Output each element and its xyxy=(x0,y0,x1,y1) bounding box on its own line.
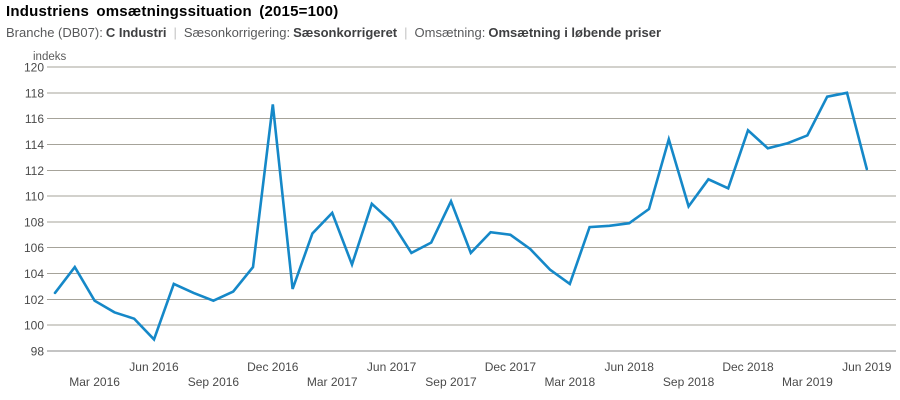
y-tick-label: 102 xyxy=(24,293,44,307)
filter-omsaetning-label: Omsætning: xyxy=(414,25,486,40)
y-tick-label: 100 xyxy=(24,319,44,333)
y-tick-label: 112 xyxy=(25,164,44,178)
x-tick-label: Jun 2018 xyxy=(605,360,655,374)
filter-separator: | xyxy=(173,25,177,40)
x-tick-label: Jun 2016 xyxy=(129,360,179,374)
x-tick-label: Mar 2019 xyxy=(782,375,833,389)
filter-branche-label: Branche (DB07): xyxy=(6,25,103,40)
y-tick-label: 98 xyxy=(31,345,45,359)
y-tick-label: 114 xyxy=(25,138,44,152)
filter-bar: Branche (DB07): C Industri | Sæsonkorrigeri… xyxy=(6,25,661,40)
x-tick-label: Jun 2017 xyxy=(367,360,417,374)
y-tick-label: 108 xyxy=(24,215,44,229)
y-tick-label: 120 xyxy=(24,61,44,75)
y-tick-label: 110 xyxy=(25,190,44,204)
x-tick-label: Mar 2016 xyxy=(69,375,120,389)
filter-separator: | xyxy=(404,25,408,40)
y-tick-label: 104 xyxy=(24,267,44,281)
x-tick-label: Jun 2019 xyxy=(842,360,892,374)
x-tick-label: Sep 2017 xyxy=(425,375,477,389)
y-tick-label: 106 xyxy=(24,241,44,255)
filter-branche-value: C Industri xyxy=(105,25,167,40)
filter-saeson-value: Sæsonkorrigeret xyxy=(293,25,398,40)
turnover-line-series xyxy=(53,91,869,342)
y-axis-unit-label: indeks xyxy=(33,51,66,63)
x-tick-label: Mar 2017 xyxy=(307,375,358,389)
filter-omsaetning-value: Omsætning i løbende priser xyxy=(488,25,661,40)
x-tick-label: Sep 2016 xyxy=(188,375,240,389)
page-title: Industriens omsætningssituation (2015=10… xyxy=(6,3,339,20)
y-tick-label: 116 xyxy=(25,112,44,126)
x-tick-label: Sep 2018 xyxy=(663,375,715,389)
x-tick-label: Dec 2016 xyxy=(247,360,299,374)
filter-saeson-label: Sæsonkorrigering: xyxy=(183,25,291,40)
x-tick-label: Dec 2018 xyxy=(722,360,774,374)
x-tick-label: Dec 2017 xyxy=(485,360,537,374)
y-tick-label: 118 xyxy=(25,86,44,100)
x-tick-label: Mar 2018 xyxy=(544,375,595,389)
